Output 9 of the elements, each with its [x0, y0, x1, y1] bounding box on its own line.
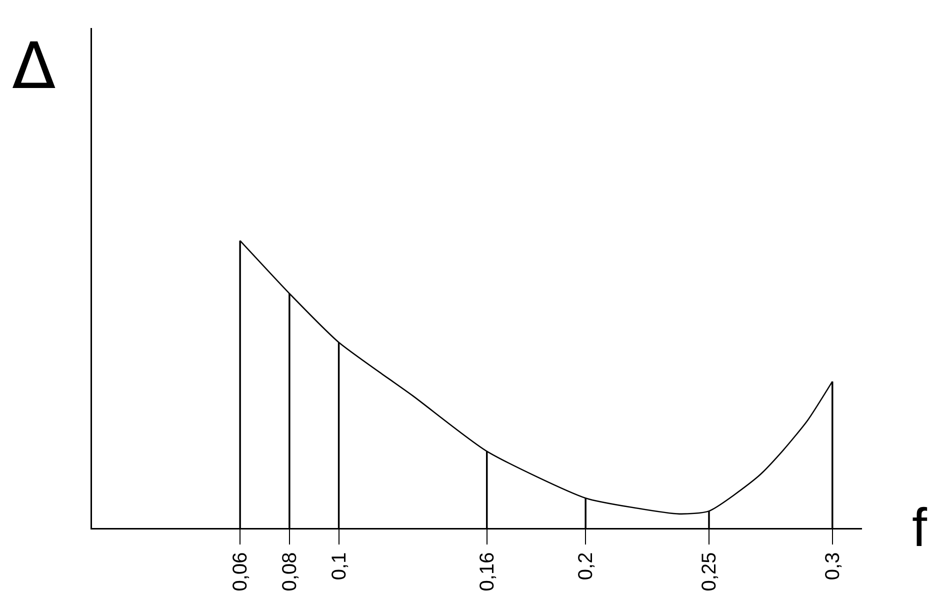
x-tick-label: 0,1 [328, 552, 350, 580]
y-axis-title: Δ [12, 30, 56, 104]
x-tick-label: 0,2 [575, 552, 598, 580]
x-axis-title: f [912, 498, 928, 558]
x-tick-label: 0,3 [822, 552, 844, 580]
x-tick-label: 0,08 [278, 552, 301, 592]
x-tick-label: 0,25 [698, 552, 720, 592]
x-tick-label: 0,16 [476, 552, 498, 592]
x-tick-label: 0,06 [230, 552, 252, 592]
